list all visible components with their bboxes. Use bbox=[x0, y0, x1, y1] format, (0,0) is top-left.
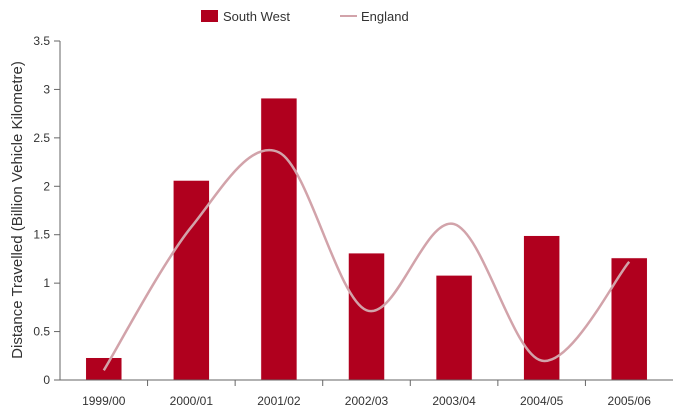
x-tick-label: 2005/06 bbox=[608, 394, 652, 408]
bar-2002-03 bbox=[348, 252, 385, 381]
bar-series-south-west bbox=[85, 97, 648, 381]
legend: South West England bbox=[201, 9, 409, 24]
x-tick-label: 2002/03 bbox=[345, 394, 389, 408]
y-tick-label: 3.5 bbox=[33, 34, 50, 48]
y-axis: 0 0.5 1 1.5 2 2.5 3 3.5 bbox=[33, 34, 61, 387]
legend-label-south-west: South West bbox=[223, 9, 290, 24]
line-series-england bbox=[102, 148, 631, 371]
y-tick-label: 1.5 bbox=[33, 228, 50, 242]
bar-2004-05 bbox=[523, 235, 560, 381]
y-tick-label: 2.5 bbox=[33, 131, 50, 145]
bar-2005-06 bbox=[610, 257, 648, 381]
x-tick-label: 2004/05 bbox=[520, 394, 564, 408]
legend-label-england: England bbox=[361, 9, 409, 24]
bar-2003-04 bbox=[435, 275, 473, 381]
x-tick-label: 2000/01 bbox=[170, 394, 214, 408]
bar-2001-02 bbox=[260, 97, 298, 381]
x-tick-label: 2001/02 bbox=[257, 394, 301, 408]
y-tick-label: 0 bbox=[43, 373, 50, 387]
england-line bbox=[102, 148, 631, 371]
y-axis-title: Distance Travelled (Billion Vehicle Kilo… bbox=[9, 61, 26, 359]
y-tick-label: 3 bbox=[43, 82, 50, 96]
y-tick-label: 2 bbox=[43, 179, 50, 193]
y-tick-label: 0.5 bbox=[33, 325, 50, 339]
x-tick-label: 1999/00 bbox=[82, 394, 126, 408]
x-axis: 1999/00 2000/01 2001/02 2002/03 2003/04 2004/… bbox=[60, 379, 673, 408]
bar-2000-01 bbox=[173, 180, 210, 381]
legend-swatch-south-west bbox=[201, 10, 218, 22]
x-tick-label: 2003/04 bbox=[432, 394, 476, 408]
y-tick-label: 1 bbox=[43, 276, 50, 290]
